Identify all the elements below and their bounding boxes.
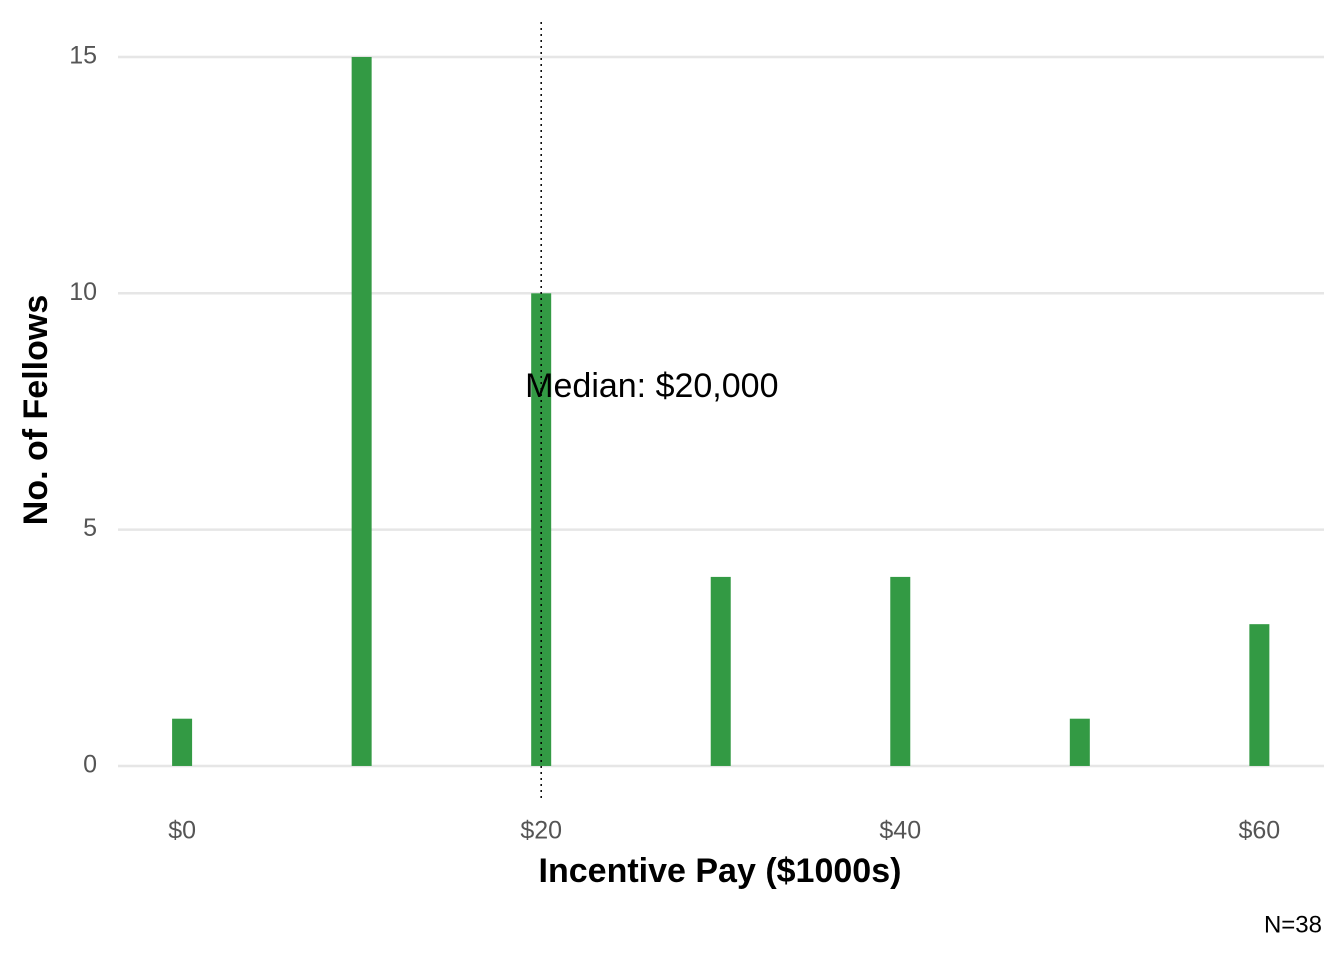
- bar: [172, 718, 193, 766]
- x-tick-label: $0: [168, 817, 196, 845]
- x-axis-title: Incentive Pay ($1000s): [539, 852, 902, 890]
- y-axis-title: No. of Fellows: [17, 295, 55, 525]
- bar: [710, 576, 731, 766]
- bar: [1069, 718, 1090, 766]
- bar: [1249, 624, 1270, 766]
- bar: [351, 56, 372, 766]
- bar: [890, 576, 911, 766]
- bar: [531, 293, 552, 766]
- x-tick-label: $60: [1239, 817, 1281, 845]
- y-tick-label: 0: [83, 751, 97, 779]
- x-tick-label: $40: [879, 817, 921, 845]
- y-tick-label: 10: [69, 278, 97, 306]
- x-tick-label: $20: [520, 817, 562, 845]
- caption: N=38: [1264, 911, 1322, 938]
- y-tick-label: 5: [83, 514, 97, 542]
- median-label: Median: $20,000: [525, 367, 778, 405]
- y-tick-label: 15: [69, 42, 97, 70]
